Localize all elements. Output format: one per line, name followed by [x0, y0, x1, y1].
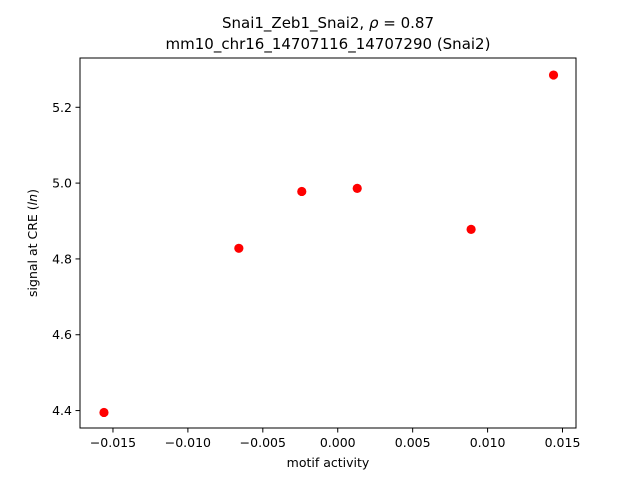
x-tick-label: 0.015: [545, 435, 581, 450]
y-tick-label: 4.8: [52, 251, 72, 266]
y-tick-label: 4.6: [52, 327, 72, 342]
x-tick-label: 0.000: [320, 435, 356, 450]
x-tick-label: −0.015: [90, 435, 136, 450]
scatter-point: [548, 70, 559, 80]
y-tick-label: 5.0: [52, 176, 72, 191]
x-tick-label: 0.010: [470, 435, 506, 450]
scatter-point: [466, 224, 476, 234]
x-tick-label: −0.010: [165, 435, 211, 450]
x-tick-label: −0.005: [240, 435, 286, 450]
scatter-point: [297, 186, 307, 197]
scatter-point: [352, 183, 362, 194]
y-tick-label: 4.4: [52, 403, 72, 418]
chart-title-line2: mm10_chr16_14707116_14707290 (Snai2): [166, 35, 491, 54]
scatter-point: [99, 407, 109, 418]
y-axis-label: signal at CRE (ln): [25, 189, 40, 297]
chart-title-line1: Snai1_Zeb1_Snai2, ρ = 0.87: [222, 14, 434, 33]
plot-area: −0.015 −0.010 −0.005 0.000 0.005 0.010 0.015 4.…: [52, 70, 580, 450]
x-tick-label: 0.005: [395, 435, 431, 450]
x-axis-label: motif activity: [287, 455, 370, 470]
axes-frame: [79, 57, 577, 429]
scatter-point: [234, 243, 244, 253]
y-tick-label: 5.2: [52, 100, 72, 115]
